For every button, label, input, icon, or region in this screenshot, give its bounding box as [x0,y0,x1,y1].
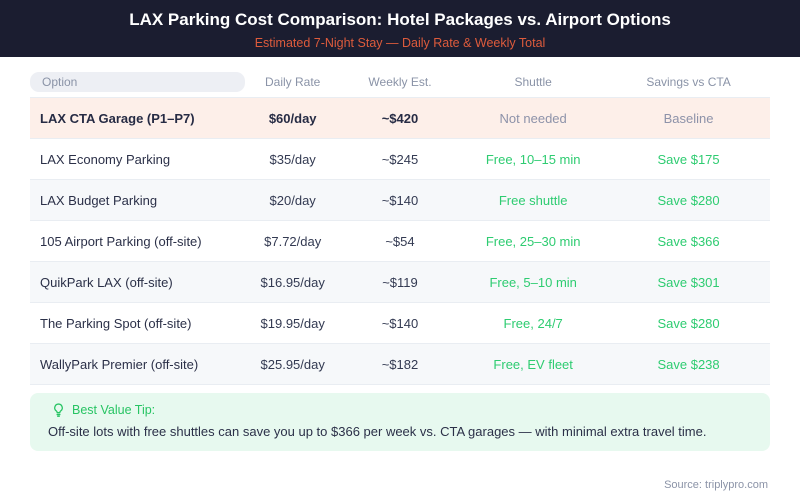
column-header-weekly-est: Weekly Est. [368,75,432,89]
page-header: LAX Parking Cost Comparison: Hotel Packa… [0,0,800,57]
column-header-shuttle: Shuttle [514,75,552,89]
tip-text: Off-site lots with free shuttles can sav… [48,424,707,439]
cell-savings: Save $301 [657,274,720,290]
cell-option: LAX Economy Parking [40,151,171,167]
cell-shuttle: Free, 5–10 min [489,274,577,290]
cell-weekly: ~$140 [381,315,419,331]
cell-savings: Save $175 [657,151,720,167]
column-header-daily-rate: Daily Rate [265,75,321,89]
table-row: WallyPark Premier (off-site) $25.95/day … [30,343,770,385]
cell-option: 105 Airport Parking (off-site) [40,233,202,249]
cell-weekly: ~$119 [382,274,418,290]
cell-daily: $16.95/day [260,274,325,290]
cell-shuttle: Free, EV fleet [493,356,573,372]
cell-daily: $20/day [269,192,316,208]
cell-shuttle: Free shuttle [498,192,568,208]
cell-option: LAX Budget Parking [40,192,158,208]
tip-title: Best Value Tip: [72,403,156,417]
table-row: LAX Economy Parking $35/day ~$245 Free, … [30,138,770,179]
cell-option: The Parking Spot (off-site) [40,315,192,331]
cell-savings: Save $238 [657,356,720,372]
column-header-option: Option [30,72,245,92]
comparison-table: Option Daily Rate Weekly Est. Shuttle Sa… [30,72,770,385]
cell-savings: Save $366 [657,233,720,249]
lightbulb-icon [52,403,65,417]
cell-daily: $19.95/day [260,315,325,331]
cell-daily: $60/day [268,110,317,126]
cell-daily: $25.95/day [260,356,325,372]
cell-option: QuikPark LAX (off-site) [40,274,173,290]
cell-savings: Save $280 [657,315,720,331]
cell-weekly: ~$140 [381,192,419,208]
table-row: LAX CTA Garage (P1–P7) $60/day ~$420 Not… [30,97,770,138]
table-row: 105 Airport Parking (off-site) $7.72/day… [30,220,770,261]
cell-savings: Baseline [663,110,714,126]
source-attribution: Source: triplypro.com [664,479,768,491]
cell-weekly: ~$420 [381,110,419,126]
cell-shuttle: Not needed [499,110,567,126]
cell-daily: $35/day [269,151,316,167]
cell-shuttle: Free, 10–15 min [485,151,581,167]
tip-title-row: Best Value Tip: [52,403,752,417]
table-row: LAX Budget Parking $20/day ~$140 Free sh… [30,179,770,220]
cell-savings: Save $280 [657,192,720,208]
cell-weekly: ~$245 [381,151,419,167]
option-header-pill: Option [30,72,245,92]
column-header-savings: Savings vs CTA [646,75,731,89]
table-header-row: Option Daily Rate Weekly Est. Shuttle Sa… [30,72,770,92]
best-value-tip-box: Best Value Tip: Off-site lots with free … [30,393,770,451]
cell-shuttle: Free, 24/7 [503,315,563,331]
cell-daily: $7.72/day [264,233,322,249]
cell-shuttle: Free, 25–30 min [485,233,581,249]
table-row: The Parking Spot (off-site) $19.95/day ~… [30,302,770,343]
cell-weekly: ~$54 [385,233,415,249]
page-title: LAX Parking Cost Comparison: Hotel Packa… [129,10,671,29]
page-subtitle: Estimated 7-Night Stay — Daily Rate & We… [254,36,546,50]
cell-option: LAX CTA Garage (P1–P7) [40,110,195,126]
cell-option: WallyPark Premier (off-site) [40,356,199,372]
cell-weekly: ~$182 [381,356,419,372]
table-row: QuikPark LAX (off-site) $16.95/day ~$119… [30,261,770,302]
